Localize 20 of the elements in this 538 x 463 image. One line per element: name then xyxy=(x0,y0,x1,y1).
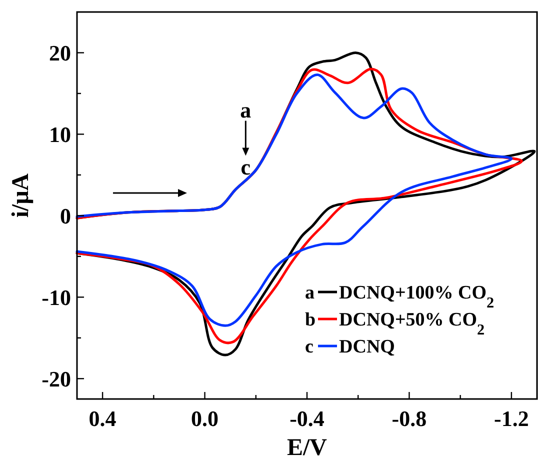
y-axis-title: i/μA xyxy=(8,172,34,218)
text: 0.0 xyxy=(191,406,219,431)
x-tick-label: -1.2 xyxy=(494,406,529,431)
legend-label: DCNQ+50% CO$_{2}$ xyxy=(339,310,485,338)
legend-label: DCNQ+100% CO$_{2}$ xyxy=(339,282,494,312)
legend-label: DCNQ xyxy=(339,336,395,358)
x-tick-label: -0.8 xyxy=(392,406,427,431)
annotation: a xyxy=(240,97,252,122)
x-tick-label: 0.4 xyxy=(88,406,116,431)
x-axis-title: E/V xyxy=(286,435,328,461)
y-tick-label: 0 xyxy=(60,203,71,228)
annotation: c xyxy=(240,154,251,180)
y-tick-label: 20 xyxy=(49,40,71,66)
y-tick-label: -20 xyxy=(42,366,71,392)
annotation: c xyxy=(305,336,314,358)
y-tick-label: 10 xyxy=(49,122,71,147)
annotation: b xyxy=(305,310,316,331)
y-tick-label: -10 xyxy=(42,284,71,310)
annotation: a xyxy=(305,282,315,304)
x-tick-label: -0.4 xyxy=(290,406,324,431)
